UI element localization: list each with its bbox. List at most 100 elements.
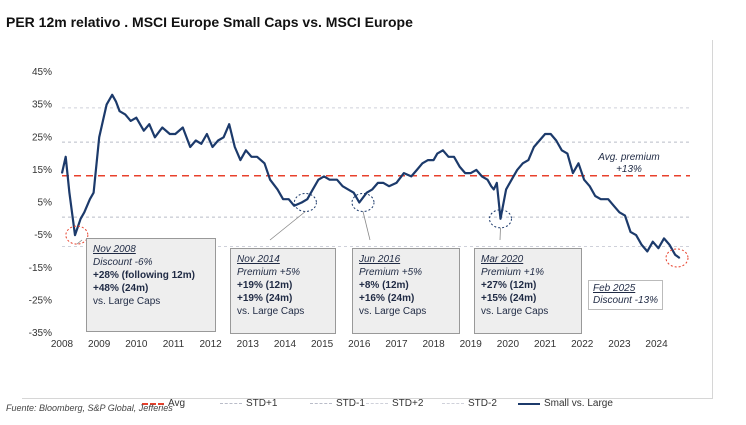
data-point	[223, 136, 225, 138]
data-point	[490, 185, 492, 187]
data-point	[459, 166, 461, 168]
data-point	[174, 133, 176, 135]
x-tick-label: 2022	[571, 339, 594, 350]
annotation-period: Jun 2016	[359, 254, 401, 265]
annotation-return-24m: +15% (24m)	[481, 293, 537, 304]
series-line-0	[60, 93, 681, 259]
data-point	[511, 179, 513, 181]
x-tick-label: 2011	[163, 339, 185, 350]
legend-swatch	[142, 402, 164, 405]
annotation-period: Mar 2020	[481, 254, 524, 265]
x-tick-label: 2021	[534, 339, 557, 350]
legend-label: STD+1	[246, 398, 278, 409]
y-tick-label: -35%	[29, 328, 52, 339]
highlight-circle-4	[665, 248, 689, 268]
annotation-period: Nov 2014	[237, 254, 280, 265]
data-point	[328, 179, 331, 181]
data-point	[79, 218, 82, 220]
data-point	[118, 110, 121, 112]
data-point	[442, 149, 444, 151]
y-tick-label: -15%	[29, 263, 52, 274]
legend-item-small-vs-large: Small vs. Large	[518, 398, 613, 409]
legend-label: STD+2	[392, 398, 424, 409]
highlight-circles	[65, 193, 689, 268]
data-point	[169, 133, 171, 135]
legend-swatch	[220, 403, 242, 404]
data-point	[496, 182, 498, 184]
data-point	[410, 175, 412, 177]
data-point	[475, 169, 477, 171]
data-point	[358, 201, 360, 204]
data-point	[306, 198, 308, 200]
data-point	[124, 113, 126, 116]
x-tick-label: 2014	[274, 339, 297, 350]
avg-note-line1: Avg. premium	[598, 152, 660, 163]
data-point	[652, 241, 654, 243]
x-tick-label: 2008	[51, 339, 74, 350]
data-point	[470, 172, 472, 174]
line-chart: 45%35%25%15%5%-5%-15%-25%-35% 2008 2009 20…	[29, 67, 690, 350]
x-tick-label: 2024	[645, 339, 668, 350]
data-point	[382, 182, 385, 184]
annotation-nov-2014: Nov 2014 Premium +5% +19% (12m) +19% (24…	[230, 248, 336, 334]
annotation-return-24m: +16% (24m)	[359, 293, 415, 304]
legend-swatch	[442, 403, 464, 404]
data-point	[377, 182, 379, 184]
highlight-circle-1	[293, 193, 317, 212]
annotation-mar-2020: Mar 2020 Premium +1% +27% (12m) +15% (24…	[474, 248, 582, 334]
y-axis-ticks: 45% 35% 25% 15% 5% -5% -15% -25% -35%	[29, 67, 52, 339]
data-point	[594, 195, 596, 197]
data-point	[256, 156, 258, 158]
data-point	[263, 162, 266, 164]
data-point	[200, 143, 202, 145]
avg-premium-note: Avg. premium +13%	[584, 152, 674, 176]
data-point	[453, 156, 455, 158]
connector-2	[362, 211, 371, 241]
data-point	[347, 188, 349, 191]
data-point	[436, 152, 438, 155]
data-point	[447, 156, 450, 158]
y-tick-label: 35%	[32, 100, 52, 111]
y-tick-label: 5%	[38, 198, 53, 209]
data-point	[629, 231, 632, 233]
data-point	[566, 152, 568, 155]
chart-panel: 45% 35% 25% 15% 5% -5% -15% -25% -35% 2008 2009 20…	[22, 40, 713, 409]
data-point	[641, 244, 643, 246]
data-point	[323, 175, 325, 177]
data-point	[527, 159, 529, 161]
data-point	[516, 169, 518, 171]
data-point	[115, 100, 117, 102]
data-point	[674, 254, 676, 256]
highlight-circle-0	[65, 225, 89, 245]
data-point	[68, 192, 71, 194]
data-point	[282, 198, 284, 200]
data-point	[269, 179, 271, 181]
data-point	[102, 120, 104, 122]
data-point	[182, 126, 184, 129]
data-point	[234, 146, 236, 148]
annotation-change: Premium +5%	[359, 267, 423, 278]
data-point	[161, 126, 163, 129]
data-point	[486, 179, 489, 181]
data-point	[600, 198, 602, 200]
data-point	[276, 188, 279, 191]
x-tick-label: 2023	[608, 339, 631, 350]
data-point	[206, 133, 208, 135]
y-tick-label: 45%	[32, 67, 52, 78]
y-tick-label: -25%	[29, 295, 52, 306]
connector-1	[269, 211, 306, 241]
data-point	[427, 159, 429, 161]
data-point	[538, 139, 541, 142]
source-note: Fuente: Bloomberg, S&P Global, Jefferies	[6, 403, 173, 413]
data-point	[239, 159, 241, 161]
data-point	[217, 139, 219, 142]
annotation-period: Nov 2008	[93, 244, 136, 255]
legend-swatch	[518, 402, 540, 405]
legend-label: Small vs. Large	[544, 398, 613, 409]
legend-item-avg: Avg	[142, 398, 185, 409]
data-point	[336, 179, 338, 181]
annotation-tail: vs. Large Caps	[481, 306, 549, 317]
annotation-return-12m: +19% (12m)	[237, 280, 293, 291]
series-layer	[60, 93, 681, 259]
annotation-connectors	[76, 211, 501, 245]
